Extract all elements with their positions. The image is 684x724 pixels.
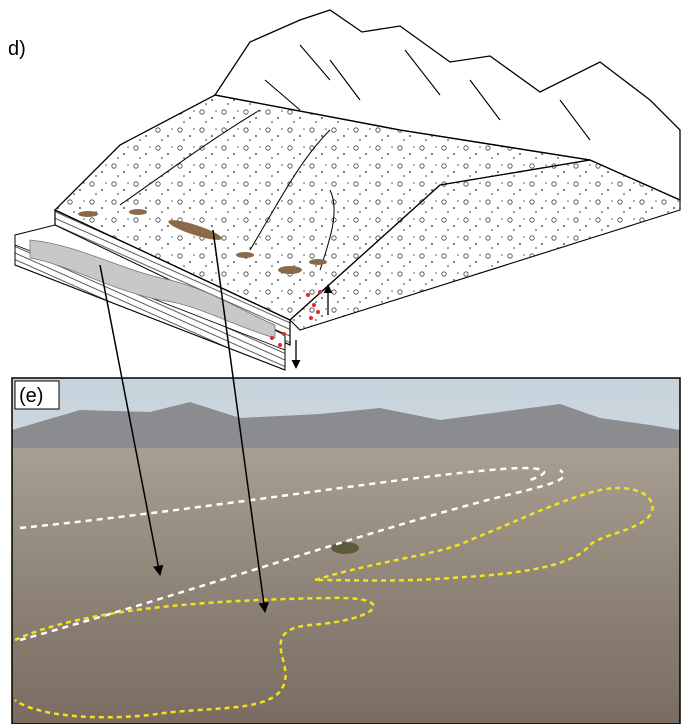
panel-label: d) <box>8 38 26 60</box>
page: d) (e) (() => { const data = JSON.parse(… <box>0 0 684 724</box>
panel-label: (e) <box>19 385 43 407</box>
block-diagram: d) <box>8 10 680 370</box>
photo: (e) <box>12 378 680 724</box>
figure: d) (e) <box>0 0 684 724</box>
